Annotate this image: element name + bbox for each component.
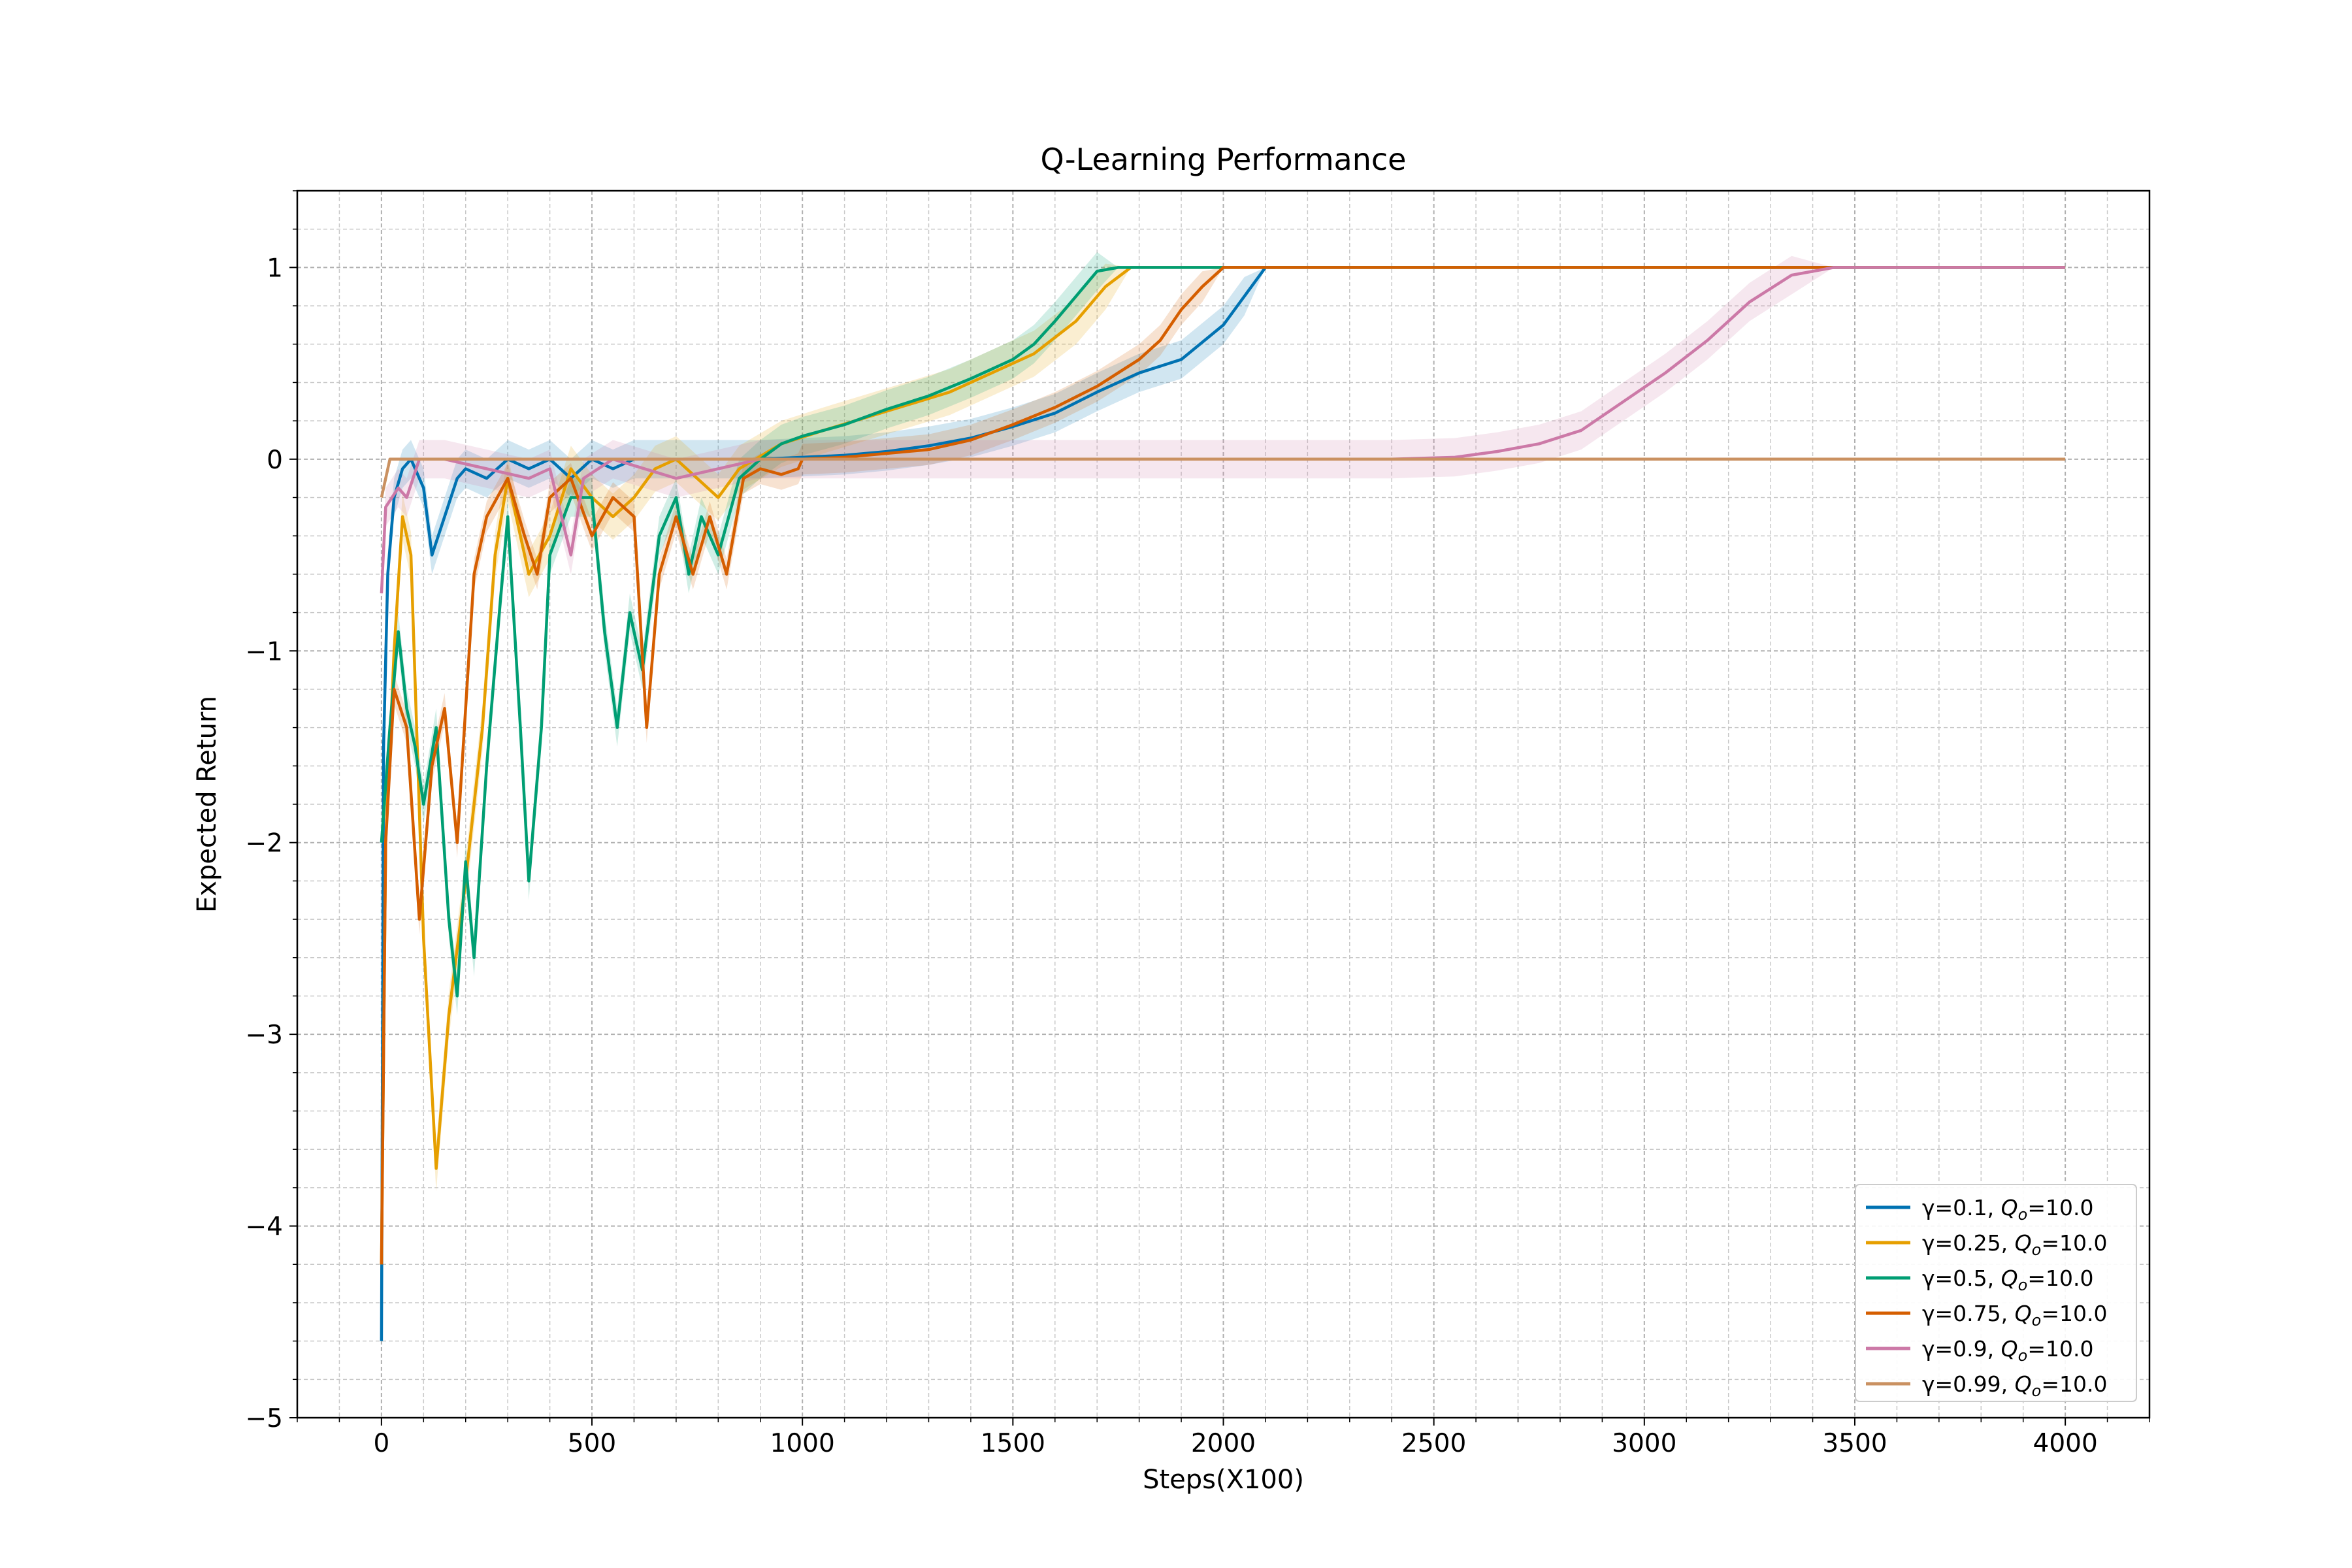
series-line-3	[380, 266, 2066, 1265]
grid	[297, 190, 2150, 1418]
y-tick-label: −4	[246, 1213, 284, 1242]
y-tick-label: −5	[246, 1404, 284, 1433]
series-line-5	[380, 457, 2066, 498]
legend-entry: γ=0.5, Qo=10.0	[1922, 1266, 2093, 1294]
legend: γ=0.1, Qo=10.0 γ=0.25, Qo=10.0 γ=0.5, Qo=1…	[1855, 1184, 2137, 1402]
legend-entry: γ=0.1, Qo=10.0	[1922, 1195, 2093, 1224]
series-line-2	[380, 266, 2066, 998]
confidence-bands	[381, 252, 2066, 1360]
y-tick-label: 1	[267, 253, 283, 283]
x-tick-label: 500	[568, 1429, 616, 1458]
y-tick-label: −2	[246, 829, 284, 858]
legend-entry: γ=0.9, Qo=10.0	[1922, 1336, 2093, 1365]
legend-entry: γ=0.75, Qo=10.0	[1922, 1301, 2107, 1330]
x-tick-label: 1500	[981, 1429, 1045, 1458]
x-tick-label: 2500	[1401, 1429, 1466, 1458]
legend-box	[1855, 1184, 2137, 1402]
x-tick-label: 4000	[2033, 1429, 2098, 1458]
x-tick-label: 0	[373, 1429, 389, 1458]
series-line-0	[380, 266, 2066, 1341]
y-tick-label: −1	[246, 637, 284, 666]
legend-entry: γ=0.25, Qo=10.0	[1922, 1230, 2107, 1259]
x-tick-label: 3000	[1612, 1429, 1676, 1458]
chart-title: Q-Learning Performance	[1041, 142, 1407, 177]
series-line-1	[380, 266, 2066, 1265]
y-tick-label: −3	[246, 1021, 284, 1050]
axis-ticks: 0 500 1000 1500 2000 2500 3000 3500 4000 −5 −4 −3 −2…	[246, 190, 2150, 1458]
x-axis-label: Steps(X100)	[1143, 1465, 1304, 1495]
x-tick-label: 1000	[770, 1429, 835, 1458]
series-lines	[380, 266, 2066, 1341]
legend-entry: γ=0.99, Qo=10.0	[1922, 1371, 2107, 1400]
x-tick-label: 3500	[1822, 1429, 1887, 1458]
x-tick-label: 2000	[1191, 1429, 1256, 1458]
series-band-2	[381, 252, 2066, 1015]
y-axis-label: Expected Return	[192, 696, 222, 913]
y-tick-label: 0	[267, 446, 283, 475]
